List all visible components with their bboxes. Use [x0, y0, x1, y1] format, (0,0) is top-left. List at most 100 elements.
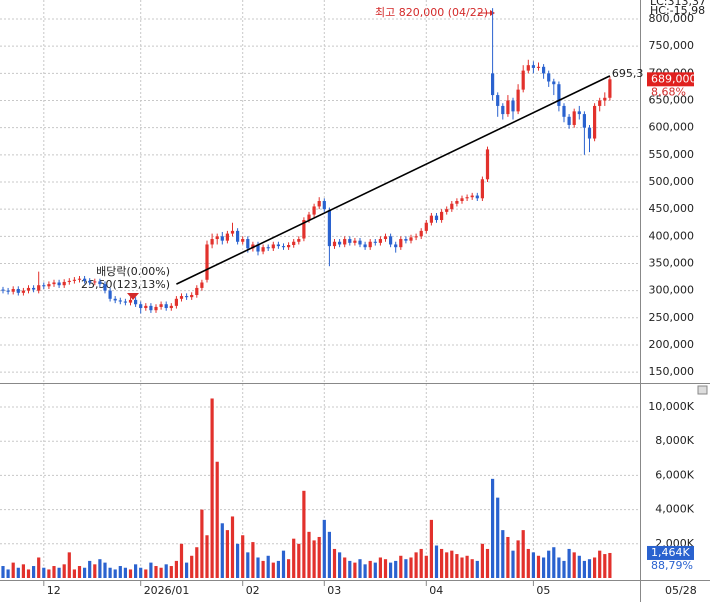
candle-body [251, 244, 255, 249]
candle-body [6, 290, 10, 292]
candle-body [200, 282, 204, 288]
candle-body [93, 281, 97, 283]
volume-bar [302, 490, 306, 578]
candle-body [547, 73, 551, 82]
price-box [647, 72, 694, 87]
volume-bar [511, 550, 515, 578]
candle-body [567, 116, 571, 125]
lc-label: LC:313,37 [650, 0, 706, 8]
candle-body [577, 111, 581, 115]
candle-body [587, 127, 592, 139]
candle-body [230, 230, 235, 234]
candle-body [271, 244, 275, 249]
volume-bar [52, 566, 56, 578]
candle-body [491, 73, 495, 96]
volume-bar [88, 560, 92, 578]
candle-body [276, 244, 280, 247]
y-tick-label: 500,000 [649, 175, 695, 188]
candle-body [139, 304, 143, 309]
volume-bar [455, 554, 459, 578]
candle-body [236, 230, 240, 242]
candle-body [241, 239, 245, 242]
volume-bar [383, 559, 388, 578]
volume-bar [496, 497, 500, 578]
volume-bar [409, 557, 413, 578]
y-tick-label: 800,000 [649, 12, 695, 25]
candle-body [536, 66, 541, 68]
volume-bar [460, 557, 464, 578]
volume-bar [526, 548, 530, 578]
candle-body [134, 299, 138, 305]
candle-body [511, 100, 515, 112]
panel-button[interactable] [697, 385, 708, 395]
volume-bar [271, 562, 275, 578]
candle-body [312, 206, 316, 215]
volume-bar [593, 557, 597, 578]
candle-body [123, 301, 127, 303]
volume-bar [542, 557, 546, 578]
volume-bar [6, 569, 10, 578]
volume-bar [552, 547, 556, 578]
volume-bar [256, 557, 260, 578]
volume-bar [434, 545, 439, 578]
candle-body [113, 298, 117, 301]
volume-bar [343, 557, 347, 578]
volume-bar [98, 559, 102, 578]
volume-bar [246, 552, 250, 578]
volume-current-label: 1,464K [651, 546, 690, 559]
candle-body [542, 66, 546, 74]
volume-bar [424, 555, 428, 578]
candle-body [281, 246, 286, 248]
ex-dividend-label: 배당락(0.00%) [96, 265, 170, 278]
candle-body [343, 239, 347, 245]
volume-bar [37, 557, 41, 578]
volume-bar [103, 562, 107, 578]
candle-body [307, 214, 311, 221]
y-tick-label: 450,000 [649, 202, 695, 215]
candle-body [37, 285, 41, 291]
candle-body [169, 305, 173, 309]
volume-bar [501, 530, 505, 578]
candle-body [409, 237, 413, 241]
candle-body [77, 278, 82, 280]
candle-body [108, 290, 112, 299]
candle-body [455, 201, 459, 204]
candle-body [338, 241, 342, 245]
trendline-label: 695,3 [612, 67, 644, 80]
volume-bar [287, 559, 291, 578]
candle-body [72, 279, 76, 281]
volume-bar [47, 569, 51, 578]
volume-bar [307, 531, 311, 578]
volume-bar [394, 560, 398, 578]
candle-body [322, 201, 326, 210]
volume-bar [389, 562, 393, 578]
volume-bar [169, 566, 173, 578]
candle-body [261, 247, 265, 252]
candle-body [394, 244, 398, 248]
volume-bar [220, 523, 224, 578]
volume-bar [531, 552, 535, 578]
volume-bar [577, 555, 581, 578]
candle-body [506, 100, 510, 115]
candle-body [297, 239, 301, 242]
price-current-label: 689,000 [651, 72, 697, 85]
candle-body [205, 244, 209, 280]
volume-bar [195, 547, 199, 578]
volume-bar [562, 560, 566, 578]
x-tick-label: 2026/01 [144, 584, 190, 597]
y-tick-label: 350,000 [649, 256, 695, 269]
volume-bar [72, 569, 76, 578]
volume-bar [440, 548, 444, 578]
volume-ratio: 88,79% [651, 559, 693, 572]
volume-bar [475, 560, 479, 578]
volume-bar [399, 555, 403, 578]
candle-body [531, 65, 535, 68]
volume-bar [185, 562, 189, 578]
y-tick-label: 600,000 [649, 121, 695, 134]
volume-bar [404, 559, 408, 578]
candle-body [215, 236, 219, 240]
volume-bar [11, 562, 15, 578]
volume-bar [521, 530, 525, 578]
candle-body [429, 215, 433, 223]
